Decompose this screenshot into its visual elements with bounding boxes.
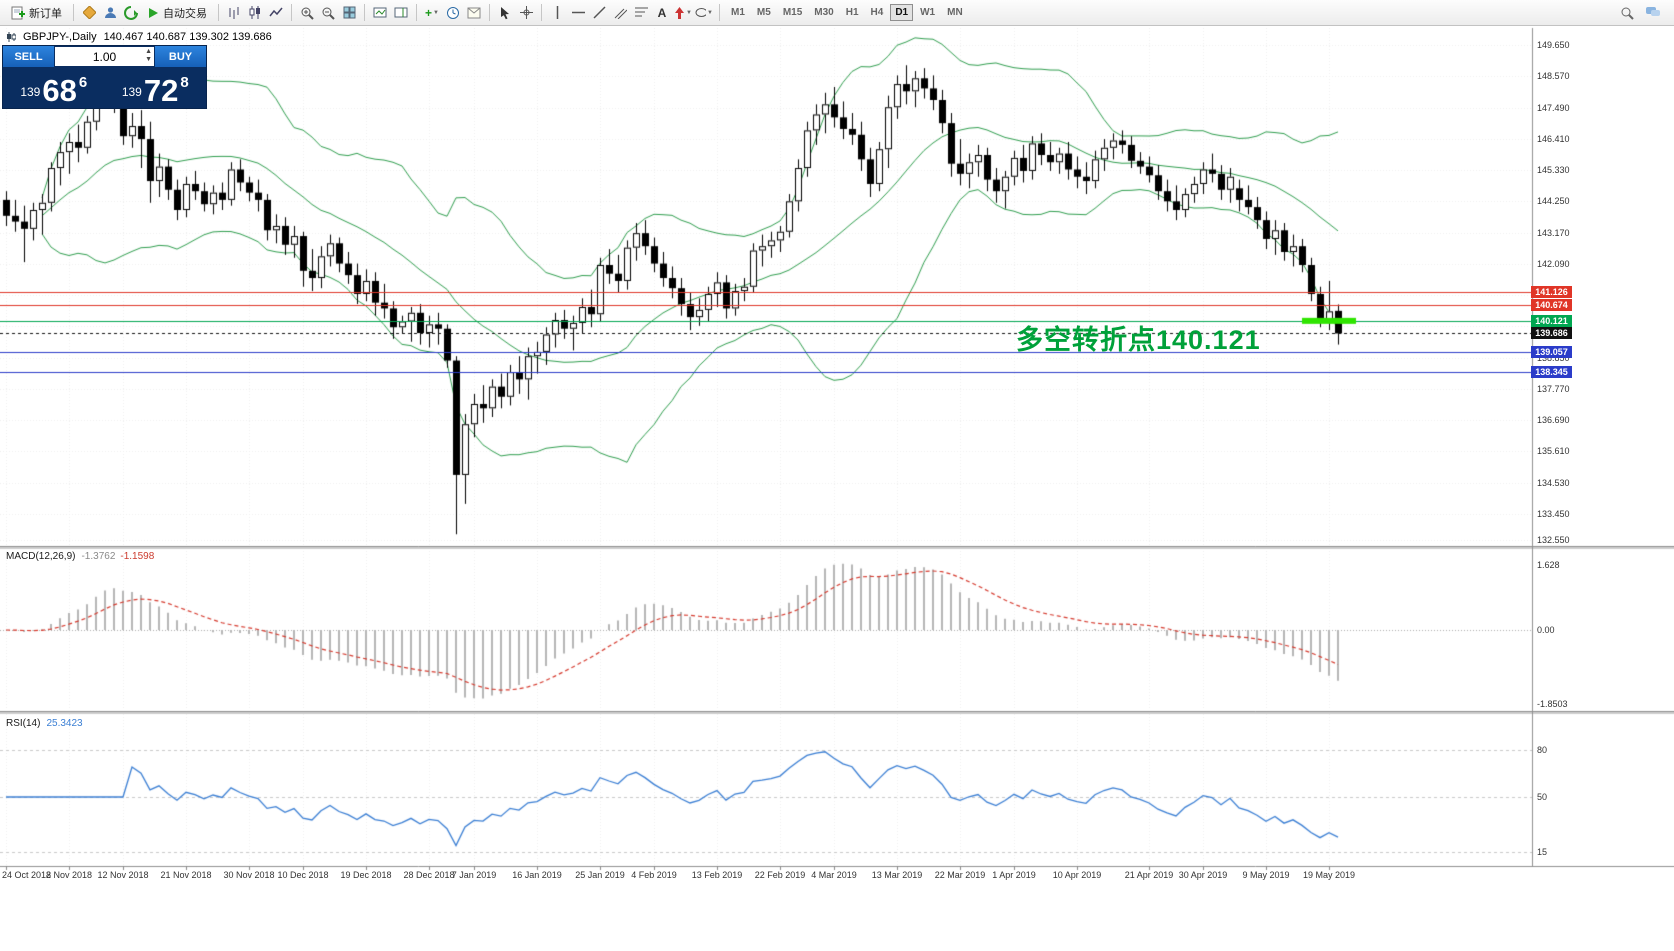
autotrading-button[interactable]: 自动交易: [142, 2, 213, 24]
zoom-in-icon[interactable]: [297, 3, 317, 23]
candlestick-chart-icon[interactable]: [245, 3, 265, 23]
new-order-button[interactable]: 新订单: [5, 2, 68, 24]
zoom-out-icon[interactable]: [318, 3, 338, 23]
fibonacci-icon[interactable]: [631, 3, 651, 23]
period-icon[interactable]: [443, 3, 463, 23]
timeframe-d1[interactable]: D1: [890, 4, 914, 21]
terminal-icon[interactable]: [121, 3, 141, 23]
text-icon[interactable]: A: [657, 5, 667, 20]
toolbar: 新订单 自动交易 + ▼: [0, 0, 1674, 26]
sell-price-big-digits: 68: [42, 72, 77, 108]
buy-price[interactable]: 139 72 8: [105, 67, 207, 108]
toolbar-separator: [73, 4, 74, 21]
add-indicator-icon[interactable]: + ▼: [425, 5, 439, 20]
cursor-icon[interactable]: [495, 3, 515, 23]
tile-windows-icon[interactable]: [339, 3, 359, 23]
one-click-trading-panel: SELL 1.00 ▲ ▼ BUY 139 68 6 139 72 8: [3, 46, 206, 108]
toolbar-separator: [291, 4, 292, 21]
trendline-icon[interactable]: [589, 3, 609, 23]
toolbar-separator: [541, 4, 542, 21]
new-order-icon: [11, 6, 25, 20]
market-watch-icon[interactable]: [79, 3, 99, 23]
volume-value: 1.00: [92, 49, 117, 64]
volume-increase-button[interactable]: ▲: [145, 48, 152, 55]
template-icon[interactable]: [464, 3, 484, 23]
autotrading-play-icon: [148, 7, 159, 19]
chart-shift-icon[interactable]: [391, 3, 411, 23]
toolbar-separator: [416, 4, 417, 21]
horizontal-line-icon[interactable]: [568, 3, 588, 23]
timeframe-m15[interactable]: M15: [778, 4, 807, 21]
shapes-icon[interactable]: ▼: [694, 3, 714, 23]
sell-price-prefix: 139: [20, 85, 41, 99]
timeframe-m30[interactable]: M30: [809, 4, 838, 21]
volume-field[interactable]: 1.00 ▲ ▼: [55, 47, 154, 66]
buy-button[interactable]: BUY: [155, 46, 206, 67]
arrow-tool-icon[interactable]: ▼: [673, 3, 693, 23]
buy-price-big-digits: 72: [143, 72, 179, 108]
buy-price-pip-digit: 8: [180, 74, 189, 91]
vertical-line-icon[interactable]: [547, 3, 567, 23]
autotrading-label: 自动交易: [163, 7, 207, 20]
timeframe-m1[interactable]: M1: [726, 4, 750, 21]
toolbar-separator: [218, 4, 219, 21]
auto-scroll-icon[interactable]: [370, 3, 390, 23]
community-chat-icon[interactable]: [1643, 3, 1663, 23]
timeframe-group: M1 M5 M15 M30 H1 H4 D1 W1 MN: [725, 4, 969, 21]
timeframe-mn[interactable]: MN: [942, 4, 968, 21]
navigator-icon[interactable]: [100, 3, 120, 23]
sell-button[interactable]: SELL: [3, 46, 54, 67]
volume-decrease-button[interactable]: ▼: [145, 56, 152, 63]
toolbar-right-group: [1617, 3, 1669, 23]
timeframe-h4[interactable]: H4: [866, 4, 889, 21]
search-icon[interactable]: [1617, 3, 1637, 23]
line-chart-icon[interactable]: [266, 3, 286, 23]
timeframe-h1[interactable]: H1: [841, 4, 864, 21]
timeframe-m5[interactable]: M5: [752, 4, 776, 21]
sell-price-pip-digit: 6: [78, 74, 88, 91]
channel-icon[interactable]: [610, 3, 630, 23]
timeframe-w1[interactable]: W1: [915, 4, 940, 21]
buy-price-prefix: 139: [121, 85, 142, 99]
new-order-label: 新订单: [29, 7, 62, 20]
toolbar-separator: [719, 4, 720, 21]
sell-price[interactable]: 139 68 6: [3, 67, 105, 108]
bar-chart-icon[interactable]: [224, 3, 244, 23]
toolbar-separator: [364, 4, 365, 21]
toolbar-separator: [489, 4, 490, 21]
crosshair-icon[interactable]: [516, 3, 536, 23]
